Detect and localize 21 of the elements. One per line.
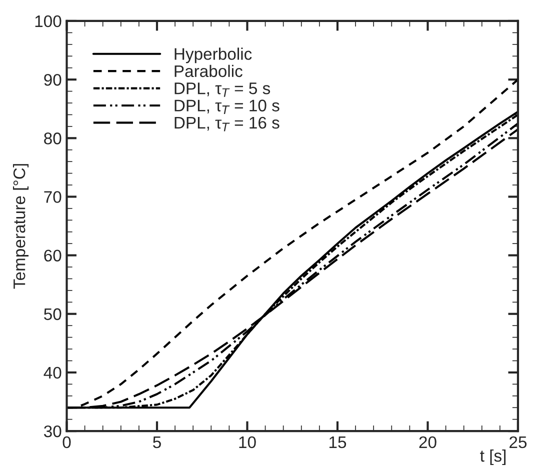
x-tick-label: 5 [153,436,161,448]
y-tick-label: 70 [44,191,62,203]
legend-label: DPL, τ$_{T}$ = 16 s [174,116,280,132]
y-tick-label: 50 [44,308,62,320]
x-tick-label: 0 [62,436,71,448]
legend-label: DPL, τ$_{T}$ = 10 s [174,100,280,114]
x-tick-label: 10 [239,436,256,448]
y-tick-label: 40 [44,366,62,379]
y-tick-label: 30 [44,425,62,438]
x-tick-label: 20 [419,436,436,448]
y-axis-title: Temperature [°C] [12,164,29,289]
x-tick-label: 25 [510,436,527,448]
y-tick-label: 100 [35,15,62,28]
legend-label: Hyperbolic [174,48,252,64]
legend-label: Parabolic [174,64,242,78]
legend-label: DPL, τ$_{T}$ = 5 s [174,82,270,97]
y-tick-label: 80 [44,132,62,144]
y-tick-label: 90 [44,74,62,86]
y-tick-label: 60 [44,250,62,262]
x-tick-label: 15 [329,436,346,448]
x-axis-title: t [s] [480,450,506,466]
